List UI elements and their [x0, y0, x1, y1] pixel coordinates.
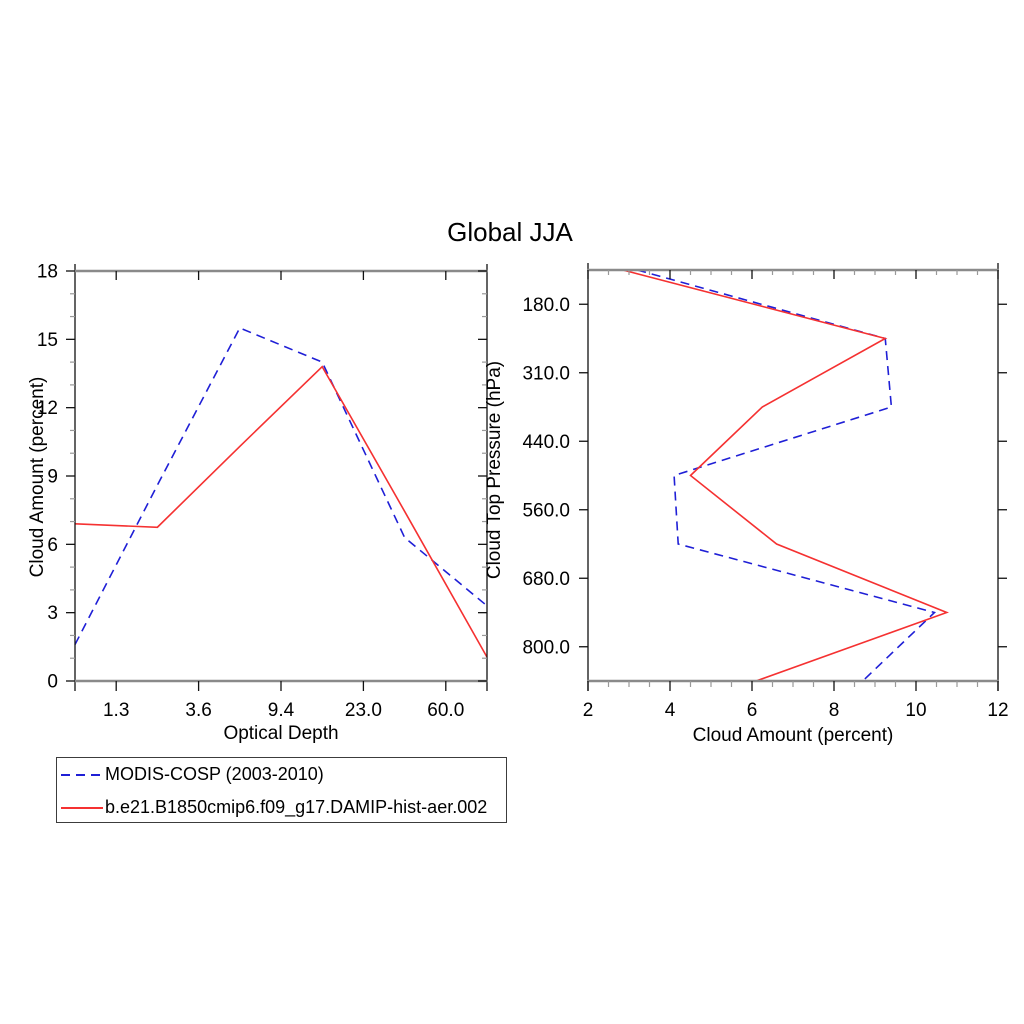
left-plot-x-tick-label: 23.0 [345, 700, 382, 721]
left-plot-y-axis-title: Cloud Amount (percent) [27, 376, 48, 578]
left-plot-y-tick-label: 6 [47, 535, 58, 556]
right-plot-x-tick-label: 10 [905, 700, 926, 721]
left-plot-y-tick-label: 12 [37, 398, 58, 419]
right-plot-x-tick-label: 6 [747, 700, 758, 721]
left-plot-series-modis [74, 326, 488, 645]
left-plot-x-axis-title: Optical Depth [223, 723, 339, 744]
left-plot-y-tick-label: 9 [47, 467, 58, 488]
plot-title: Global JJA [447, 217, 573, 247]
legend-label-modis: MODIS-COSP (2003-2010) [105, 764, 324, 784]
right-plot-y-tick-label: 180.0 [522, 295, 570, 316]
legend-box: MODIS-COSP (2003-2010) b.e21.B1850cmip6.… [56, 757, 507, 823]
legend-row-modis: MODIS-COSP (2003-2010) [57, 758, 506, 791]
left-plot-y-tick-label: 0 [47, 672, 58, 693]
legend-line-sample-dashed [61, 773, 103, 776]
right-plot-series-modis [636, 269, 937, 682]
left-plot-y-tick-label: 18 [37, 262, 58, 283]
right-plot-series-model [622, 269, 949, 682]
right-plot-y-axis-title: Cloud Top Pressure (hPa) [484, 360, 505, 580]
left-plot-x-tick-label: 9.4 [268, 700, 295, 721]
right-plot-x-tick-label: 4 [665, 700, 676, 721]
left-plot-x-tick-label: 60.0 [427, 700, 464, 721]
right-plot-y-tick-label: 440.0 [522, 432, 570, 453]
right-plot-x-tick-label: 8 [829, 700, 840, 721]
right-plot-y-tick-label: 680.0 [522, 569, 570, 590]
right-plot-y-tick-label: 800.0 [522, 637, 570, 658]
right-plot-y-tick-label: 560.0 [522, 500, 570, 521]
left-plot-x-tick-label: 1.3 [103, 700, 129, 721]
left-plot-series-model [74, 365, 488, 658]
right-plot-x-axis-title: Cloud Amount (percent) [692, 725, 894, 746]
legend-row-model: b.e21.B1850cmip6.f09_g17.DAMIP-hist-aer.… [57, 791, 506, 824]
right-plot-x-tick-label: 12 [987, 700, 1008, 721]
left-plot-x-tick-label: 3.6 [185, 700, 211, 721]
right-plot-y-tick-label: 310.0 [522, 363, 570, 384]
legend-line-sample-solid [61, 806, 103, 809]
left-plot-y-tick-label: 15 [37, 330, 58, 351]
left-plot-y-tick-label: 3 [47, 603, 58, 624]
right-plot-x-tick-label: 2 [583, 700, 594, 721]
legend-label-model: b.e21.B1850cmip6.f09_g17.DAMIP-hist-aer.… [105, 797, 488, 817]
